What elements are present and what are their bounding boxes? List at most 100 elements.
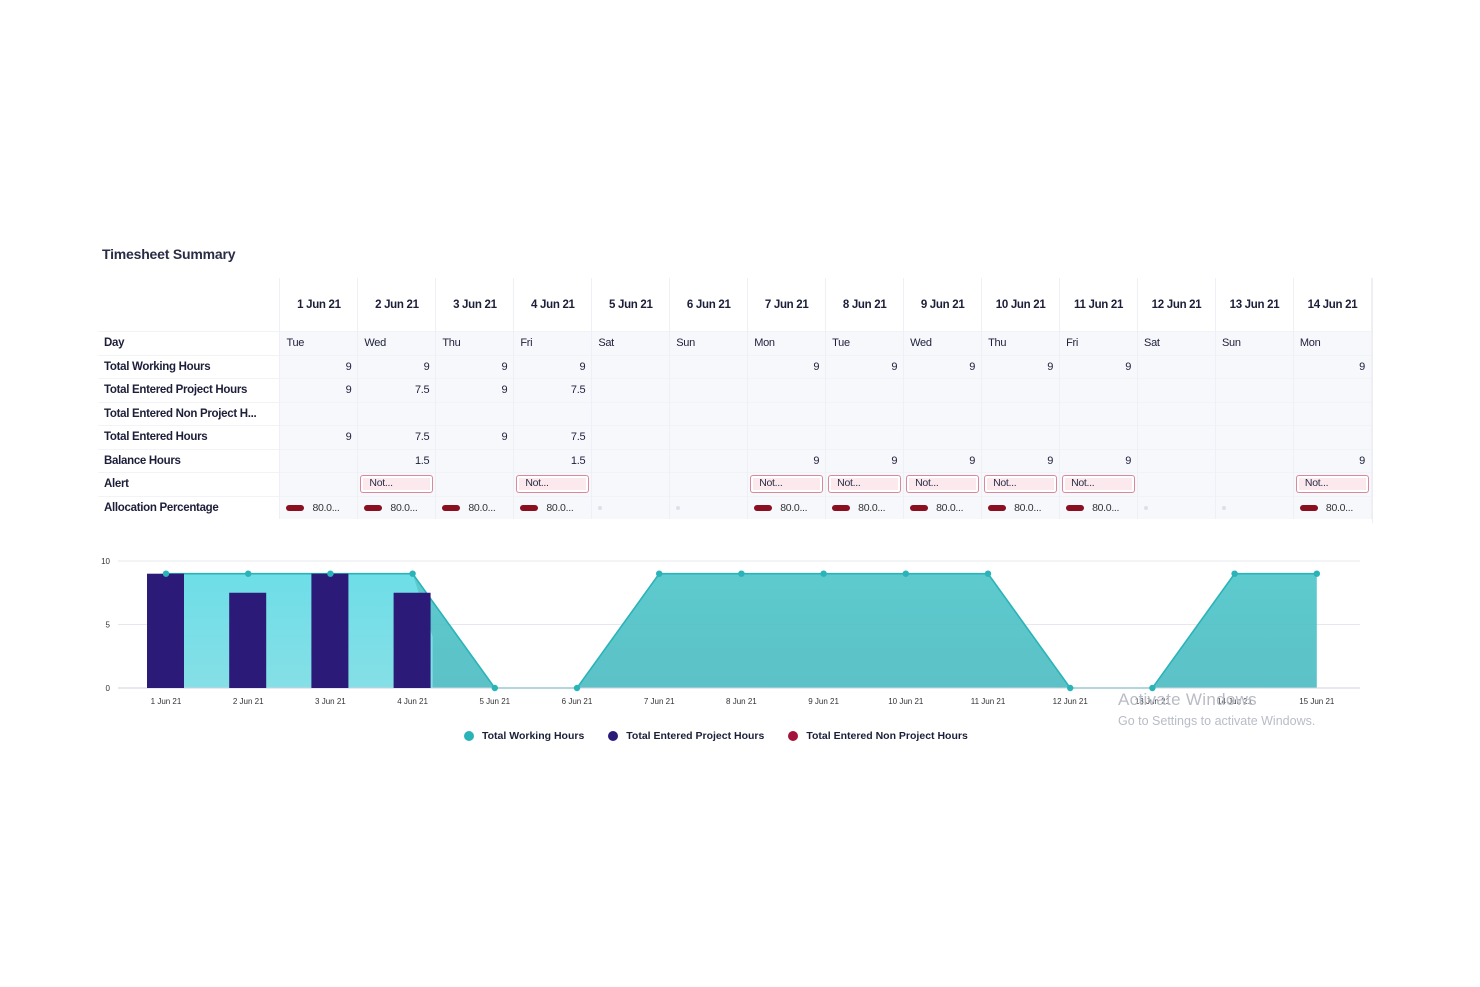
allocation-indicator: 80.0... (286, 502, 351, 514)
table-cell (279, 401, 359, 426)
y-tick-label: 5 (106, 621, 111, 630)
date-column-header[interactable]: 11 Jun 21 (1059, 278, 1139, 332)
y-tick-label: 10 (101, 557, 110, 566)
date-column-header[interactable]: 9 Jun 21 (903, 278, 983, 332)
table-cell: Not... (903, 472, 983, 496)
table-cell: 9 (435, 378, 515, 402)
legend-label: Total Entered Project Hours (626, 730, 765, 742)
table-cell: 9 (1059, 354, 1139, 379)
table-cell: 9 (513, 354, 593, 379)
project-hours-bar (393, 592, 431, 688)
allocation-indicator: 80.0... (910, 502, 975, 514)
table-cell (981, 425, 1061, 449)
table-cell (1137, 448, 1216, 473)
x-tick-label: 1 Jun 21 (151, 697, 182, 706)
date-column-header[interactable]: 7 Jun 21 (747, 278, 827, 332)
table-cell (1059, 378, 1139, 402)
table-cell (591, 448, 671, 473)
table-cell: 80.0... (435, 495, 515, 519)
alert-badge[interactable]: Not... (906, 475, 980, 494)
table-row: Day Tue Wed Thu Fri Sat Sun Mon Tue Wed Thu Fri Sat S… (98, 331, 1372, 355)
alert-badge[interactable]: Not... (984, 475, 1058, 494)
watermark-title: Activate Windows (1118, 690, 1257, 709)
date-column-header[interactable]: 14 Jun 21 (1293, 278, 1372, 332)
legend-item[interactable]: Total Working Hours (464, 730, 584, 742)
table-cell (669, 448, 749, 473)
table-cell: 9 (435, 425, 515, 449)
table-cell: Mon (1293, 331, 1372, 355)
date-column-header[interactable]: 5 Jun 21 (591, 278, 671, 332)
table-row: Total Entered Project Hours 9 7.5 9 7.5 (98, 378, 1372, 402)
table-cell (1137, 401, 1216, 426)
table-cell: Not... (1293, 472, 1372, 496)
table-cell (591, 472, 671, 496)
allocation-bar (1299, 504, 1318, 511)
table-cell: 9 (747, 354, 827, 379)
table-cell (1293, 425, 1372, 449)
table-cell: 9 (1059, 448, 1139, 473)
date-column-header[interactable]: 13 Jun 21 (1215, 278, 1294, 332)
alert-badge[interactable]: Not... (516, 475, 590, 494)
table-cell (513, 401, 593, 426)
table-cell: Not... (357, 472, 437, 496)
working-hours-point (245, 570, 252, 577)
date-column-header[interactable]: 12 Jun 21 (1137, 278, 1216, 332)
legend-item[interactable]: Total Entered Project Hours (608, 730, 764, 742)
date-column-header[interactable]: 2 Jun 21 (357, 278, 437, 332)
row-label: Total Entered Project Hours (98, 378, 281, 402)
legend-item[interactable]: Total Entered Non Project Hours (788, 730, 968, 742)
table-cell: 7.5 (513, 425, 593, 449)
table-cell (1215, 378, 1294, 402)
x-tick-label: 5 Jun 21 (479, 697, 510, 706)
table-cell: Wed (903, 331, 983, 355)
table-cell (1137, 472, 1216, 496)
alert-badge[interactable]: Not... (828, 475, 902, 494)
row-label: Total Entered Non Project H... (98, 401, 281, 426)
table-cell (1215, 425, 1294, 449)
alert-badge[interactable]: Not... (1062, 475, 1136, 494)
summary-table-container[interactable]: 1 Jun 21 2 Jun 21 3 Jun 21 4 Jun 21 5 Jun 21… (98, 278, 1373, 523)
table-cell (591, 354, 671, 379)
x-tick-label: 15 Jun 21 (1299, 697, 1335, 706)
date-column-header[interactable]: 10 Jun 21 (981, 278, 1061, 332)
table-cell: Not... (513, 472, 593, 496)
table-cell (981, 378, 1061, 402)
legend-label: Total Entered Non Project Hours (806, 730, 968, 742)
date-column-header[interactable]: 4 Jun 21 (513, 278, 593, 332)
date-column-header[interactable]: 3 Jun 21 (435, 278, 515, 332)
allocation-indicator: 80.0... (1066, 502, 1131, 514)
table-cell: 9 (435, 354, 515, 379)
allocation-bar (988, 504, 1007, 511)
table-cell (669, 354, 749, 379)
allocation-indicator: 80.0... (364, 502, 429, 514)
allocation-indicator: 80.0... (988, 502, 1053, 514)
table-cell (1215, 495, 1294, 519)
table-cell: Fri (513, 331, 593, 355)
table-cell: Wed (357, 331, 437, 355)
alert-badge[interactable]: Not... (360, 475, 434, 494)
allocation-value: 80.0... (936, 501, 964, 514)
working-hours-point (1231, 570, 1238, 577)
table-cell (669, 472, 749, 496)
table-cell: Not... (1059, 472, 1139, 496)
alert-badge[interactable]: Not... (1295, 475, 1369, 494)
table-cell: Not... (747, 472, 827, 496)
allocation-indicator: 80.0... (442, 502, 507, 514)
row-label: Balance Hours (98, 448, 281, 473)
date-column-header[interactable]: 1 Jun 21 (279, 278, 359, 332)
working-hours-point (738, 570, 745, 577)
date-column-header[interactable]: 6 Jun 21 (669, 278, 749, 332)
table-cell (1215, 354, 1294, 379)
allocation-value: 80.0... (1014, 501, 1042, 514)
legend-label: Total Working Hours (482, 730, 585, 742)
table-cell: Thu (981, 331, 1061, 355)
alert-badge[interactable]: Not... (750, 475, 824, 494)
table-cell (669, 495, 749, 519)
allocation-indicator: 80.0... (1299, 502, 1365, 514)
table-cell (279, 448, 359, 473)
date-column-header[interactable]: 8 Jun 21 (825, 278, 905, 332)
x-tick-label: 10 Jun 21 (888, 697, 924, 706)
empty-allocation-dot (676, 505, 681, 510)
x-tick-label: 4 Jun 21 (397, 697, 428, 706)
table-cell: Tue (825, 331, 905, 355)
